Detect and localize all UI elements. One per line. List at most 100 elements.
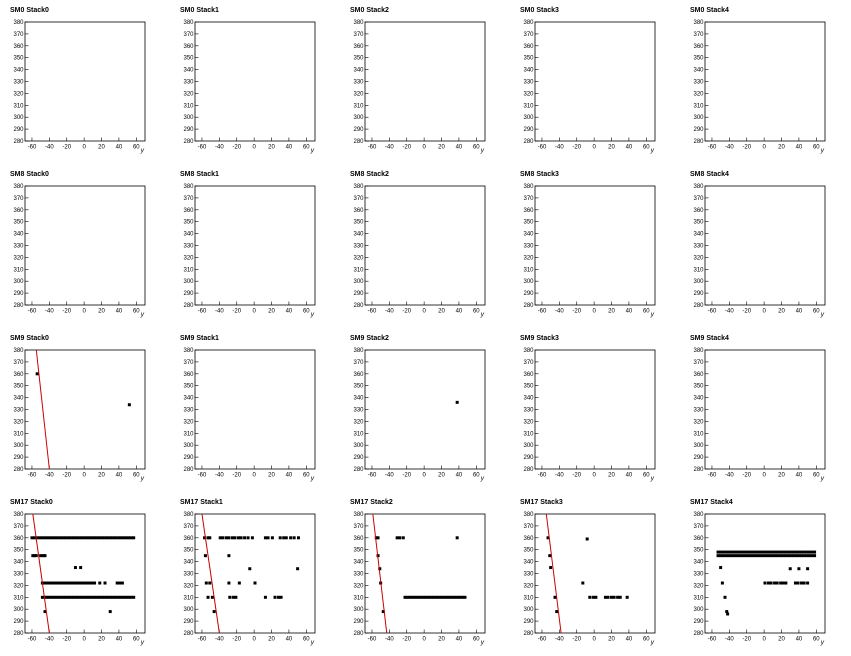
panel-title: SM8 Stack3	[520, 171, 559, 178]
x-tick-label: 40	[116, 145, 123, 151]
x-tick-label: -20	[232, 473, 241, 479]
point	[747, 554, 751, 558]
x-tick-label: 40	[796, 473, 803, 479]
y-tick-label: 340	[183, 68, 194, 74]
y-tick-label: 300	[13, 443, 24, 449]
y-tick-label: 380	[353, 20, 364, 26]
y-tick-label: 370	[693, 524, 704, 530]
frame	[704, 349, 826, 470]
y-tick-label: 350	[693, 548, 704, 554]
point	[103, 595, 107, 599]
x-tick-label: -20	[742, 145, 751, 151]
point	[72, 581, 76, 585]
point	[61, 581, 65, 585]
x-axis-label: y	[820, 147, 825, 154]
point	[548, 554, 552, 558]
point	[745, 554, 749, 558]
frame	[24, 185, 146, 306]
point	[108, 610, 112, 614]
y-tick-label: 350	[523, 56, 534, 62]
x-tick-label: 40	[626, 145, 633, 151]
y-tick-label: 360	[693, 372, 704, 378]
point	[292, 536, 296, 540]
point	[740, 554, 744, 558]
y-tick-label: 290	[523, 455, 534, 461]
point	[726, 612, 730, 616]
point	[239, 536, 243, 540]
point	[403, 595, 407, 599]
y-tick-label: 350	[693, 384, 704, 390]
point	[625, 595, 629, 599]
point	[807, 550, 811, 554]
point	[206, 536, 210, 540]
y-tick-label: 300	[693, 607, 704, 613]
frame	[534, 349, 656, 470]
y-tick-label: 330	[13, 572, 24, 578]
point	[732, 550, 736, 554]
x-axis-label: y	[650, 147, 655, 154]
point	[98, 536, 102, 540]
point	[113, 536, 117, 540]
point	[763, 554, 767, 558]
point	[447, 595, 451, 599]
point	[610, 595, 614, 599]
point	[119, 536, 123, 540]
y-tick-label: 280	[13, 467, 24, 473]
point	[227, 554, 231, 558]
y-tick-label: 320	[693, 91, 704, 97]
y-tick-label: 350	[183, 56, 194, 62]
x-tick-label: -60	[198, 637, 207, 643]
x-tick-label: -20	[62, 473, 71, 479]
y-tick-label: 310	[353, 103, 364, 109]
point	[243, 536, 247, 540]
panel-title: SM0 Stack0	[10, 7, 49, 14]
panel-title: SM17 Stack3	[520, 499, 563, 506]
panel-title: SM8 Stack1	[180, 171, 219, 178]
x-axis-label: y	[310, 311, 315, 318]
x-tick-label: 60	[133, 309, 140, 315]
point	[758, 550, 762, 554]
x-tick-label: 60	[473, 473, 480, 479]
point	[606, 595, 610, 599]
y-tick-label: 290	[353, 291, 364, 297]
point	[46, 595, 50, 599]
y-tick-label: 300	[13, 279, 24, 285]
y-tick-label: 330	[353, 572, 364, 578]
y-tick-label: 340	[183, 560, 194, 566]
y-tick-label: 280	[183, 139, 194, 145]
point	[80, 595, 84, 599]
y-tick-label: 350	[13, 220, 24, 226]
y-tick-label: 320	[353, 91, 364, 97]
y-tick-label: 280	[693, 631, 704, 637]
point	[549, 566, 553, 570]
panel-title: SM9 Stack2	[350, 335, 389, 342]
panel: SM17 Stack3 280 290 300 310 320 330 340 350 360 37…	[520, 499, 656, 646]
y-tick-label: 350	[183, 220, 194, 226]
y-tick-label: 310	[183, 103, 194, 109]
y-tick-label: 300	[13, 115, 24, 121]
x-tick-label: 20	[438, 637, 445, 643]
point	[38, 536, 42, 540]
x-tick-label: 40	[286, 637, 293, 643]
point	[771, 550, 775, 554]
point	[103, 581, 107, 585]
y-tick-label: 360	[353, 536, 364, 542]
x-tick-label: 20	[778, 145, 785, 151]
y-tick-label: 370	[183, 196, 194, 202]
y-tick-label: 370	[13, 32, 24, 38]
point	[729, 550, 733, 554]
y-tick-label: 300	[183, 443, 194, 449]
y-tick-label: 300	[523, 115, 534, 121]
y-tick-label: 340	[353, 68, 364, 74]
point	[723, 595, 727, 599]
y-tick-label: 280	[13, 139, 24, 145]
panel-title: SM17 Stack2	[350, 499, 393, 506]
point	[108, 536, 112, 540]
point	[51, 595, 55, 599]
x-tick-label: 20	[778, 637, 785, 643]
point	[378, 567, 382, 571]
x-tick-label: -40	[215, 145, 224, 151]
y-tick-label: 380	[353, 348, 364, 354]
point	[616, 595, 620, 599]
